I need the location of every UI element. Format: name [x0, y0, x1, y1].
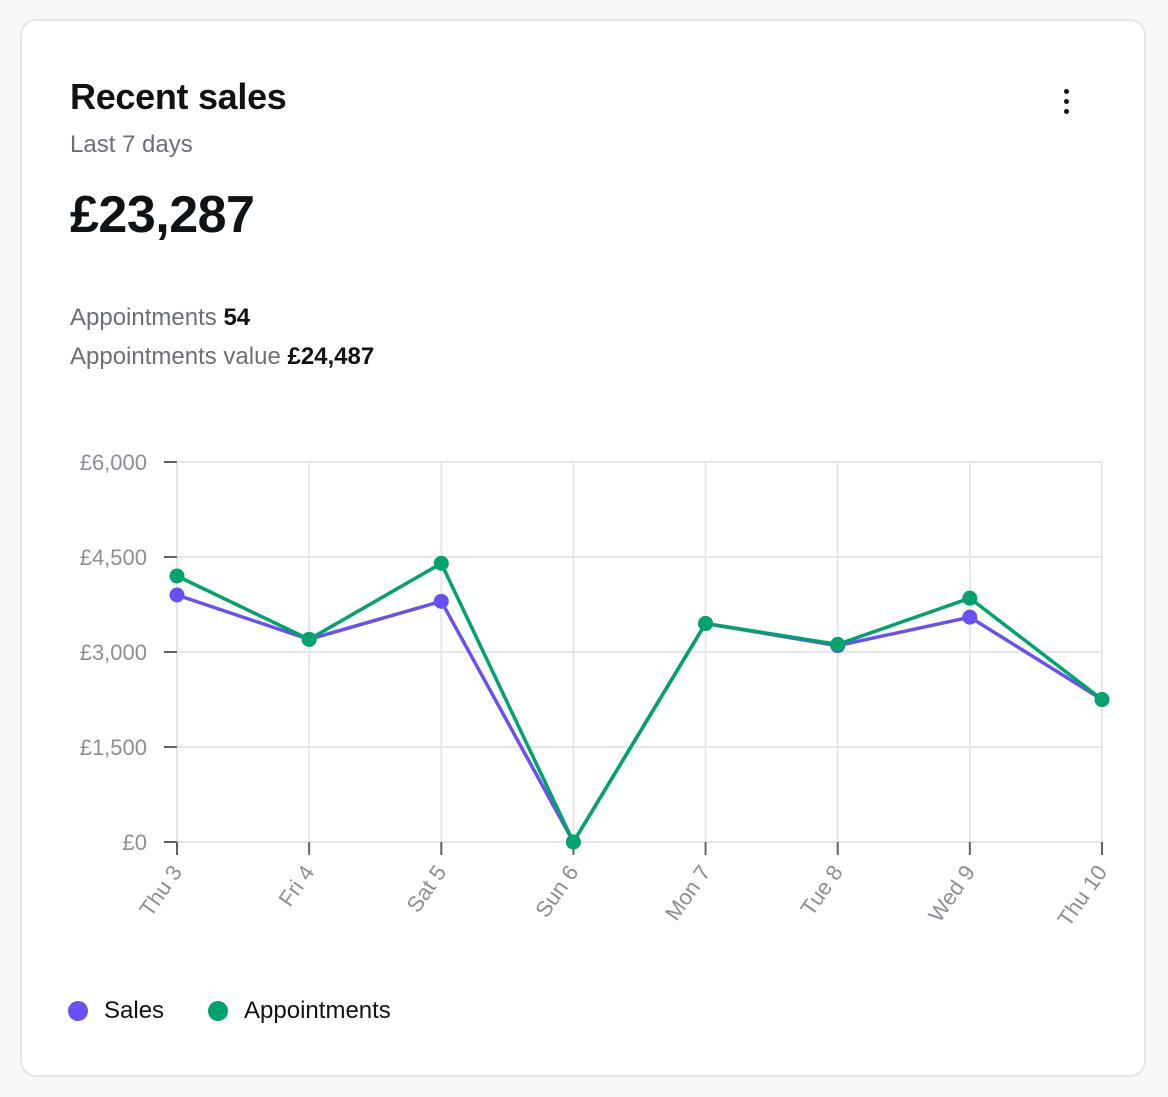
series-line-sales	[175, 593, 1104, 844]
appointments-value-stat: Appointments value £24,487	[70, 341, 374, 373]
appointments-value: £24,487	[287, 343, 375, 370]
appointments-value-label: Appointments value	[70, 343, 281, 370]
more-options-button[interactable]	[1046, 81, 1086, 121]
x-tick-label: Thu 3	[134, 861, 187, 921]
data-point-sales	[962, 609, 978, 625]
data-point-appointments	[301, 631, 317, 647]
x-tick-label: Sun 6	[530, 861, 583, 922]
legend-item-appointments[interactable]: Appointments	[208, 997, 391, 1025]
more-vertical-icon-dot	[1063, 98, 1069, 104]
y-tick-label: £4,500	[80, 545, 147, 570]
data-point-appointments	[1094, 692, 1110, 707]
data-point-appointments	[433, 555, 449, 571]
x-tick-label: Thu 10	[1052, 861, 1112, 931]
x-tick-label: Wed 9	[923, 861, 980, 927]
card-title: Recent sales	[70, 76, 287, 117]
x-tick-label: Fri 4	[274, 861, 320, 911]
appointments-label: Appointments	[70, 304, 217, 331]
x-tick-label: Tue 8	[796, 861, 848, 921]
y-tick-label: £1,500	[80, 735, 147, 760]
sales-total: £23,287	[70, 186, 255, 244]
data-point-appointments	[565, 834, 581, 850]
more-vertical-icon	[1063, 88, 1069, 94]
data-point-sales	[433, 593, 449, 609]
chart-series	[169, 555, 1110, 850]
y-tick-label: £0	[123, 830, 147, 855]
x-tick-label: Sat 5	[401, 861, 451, 917]
legend-swatch-appointments	[208, 1001, 229, 1021]
card-subtitle: Last 7 days	[70, 131, 193, 158]
appointments-count: 54	[223, 304, 251, 331]
appointments-stat: Appointments 54	[70, 302, 250, 334]
chart-labels: £0 £1,500 £3,000 £4,500 £6,000 Thu 3 Fri 4 Sat …	[80, 450, 1112, 931]
x-tick-label: Mon 7	[660, 861, 716, 925]
data-point-appointments	[169, 568, 185, 584]
chart-grid	[176, 461, 1103, 843]
chart-axes	[164, 461, 1103, 855]
data-point-appointments	[698, 616, 714, 631]
recent-sales-card: Recent sales Last 7 days £23,287 Appoint…	[20, 19, 1146, 1077]
y-tick-label: £6,000	[80, 450, 147, 475]
sales-line-chart: £0 £1,500 £3,000 £4,500 £6,000 Thu 3 Fri 4 Sat …	[80, 450, 1112, 931]
more-vertical-icon-dot	[1063, 108, 1069, 114]
legend-swatch-sales	[68, 1001, 88, 1021]
data-point-sales	[169, 587, 185, 603]
legend-item-sales[interactable]: Sales	[68, 997, 164, 1025]
legend-label-appointments: Appointments	[244, 997, 391, 1024]
data-point-appointments	[830, 636, 846, 652]
chart-legend: Sales Appointments	[68, 997, 391, 1025]
legend-label-sales: Sales	[104, 997, 165, 1024]
series-line-appointments	[175, 561, 1104, 844]
data-point-appointments	[962, 590, 978, 606]
y-tick-label: £3,000	[80, 640, 147, 665]
